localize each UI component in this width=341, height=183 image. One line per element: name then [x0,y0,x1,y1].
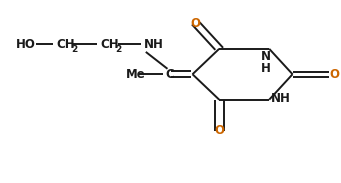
Text: 2: 2 [71,45,78,54]
Text: HO: HO [16,38,35,51]
Text: N: N [261,50,271,63]
Text: NH: NH [271,92,291,105]
Text: Me: Me [126,68,146,81]
Text: H: H [261,61,271,74]
Text: CH: CH [57,38,75,51]
Text: CH: CH [100,38,119,51]
Text: O: O [191,17,201,30]
Text: NH: NH [144,38,163,51]
Text: C: C [166,68,175,81]
Text: O: O [214,124,224,137]
Text: O: O [329,68,339,81]
Text: 2: 2 [115,45,121,54]
